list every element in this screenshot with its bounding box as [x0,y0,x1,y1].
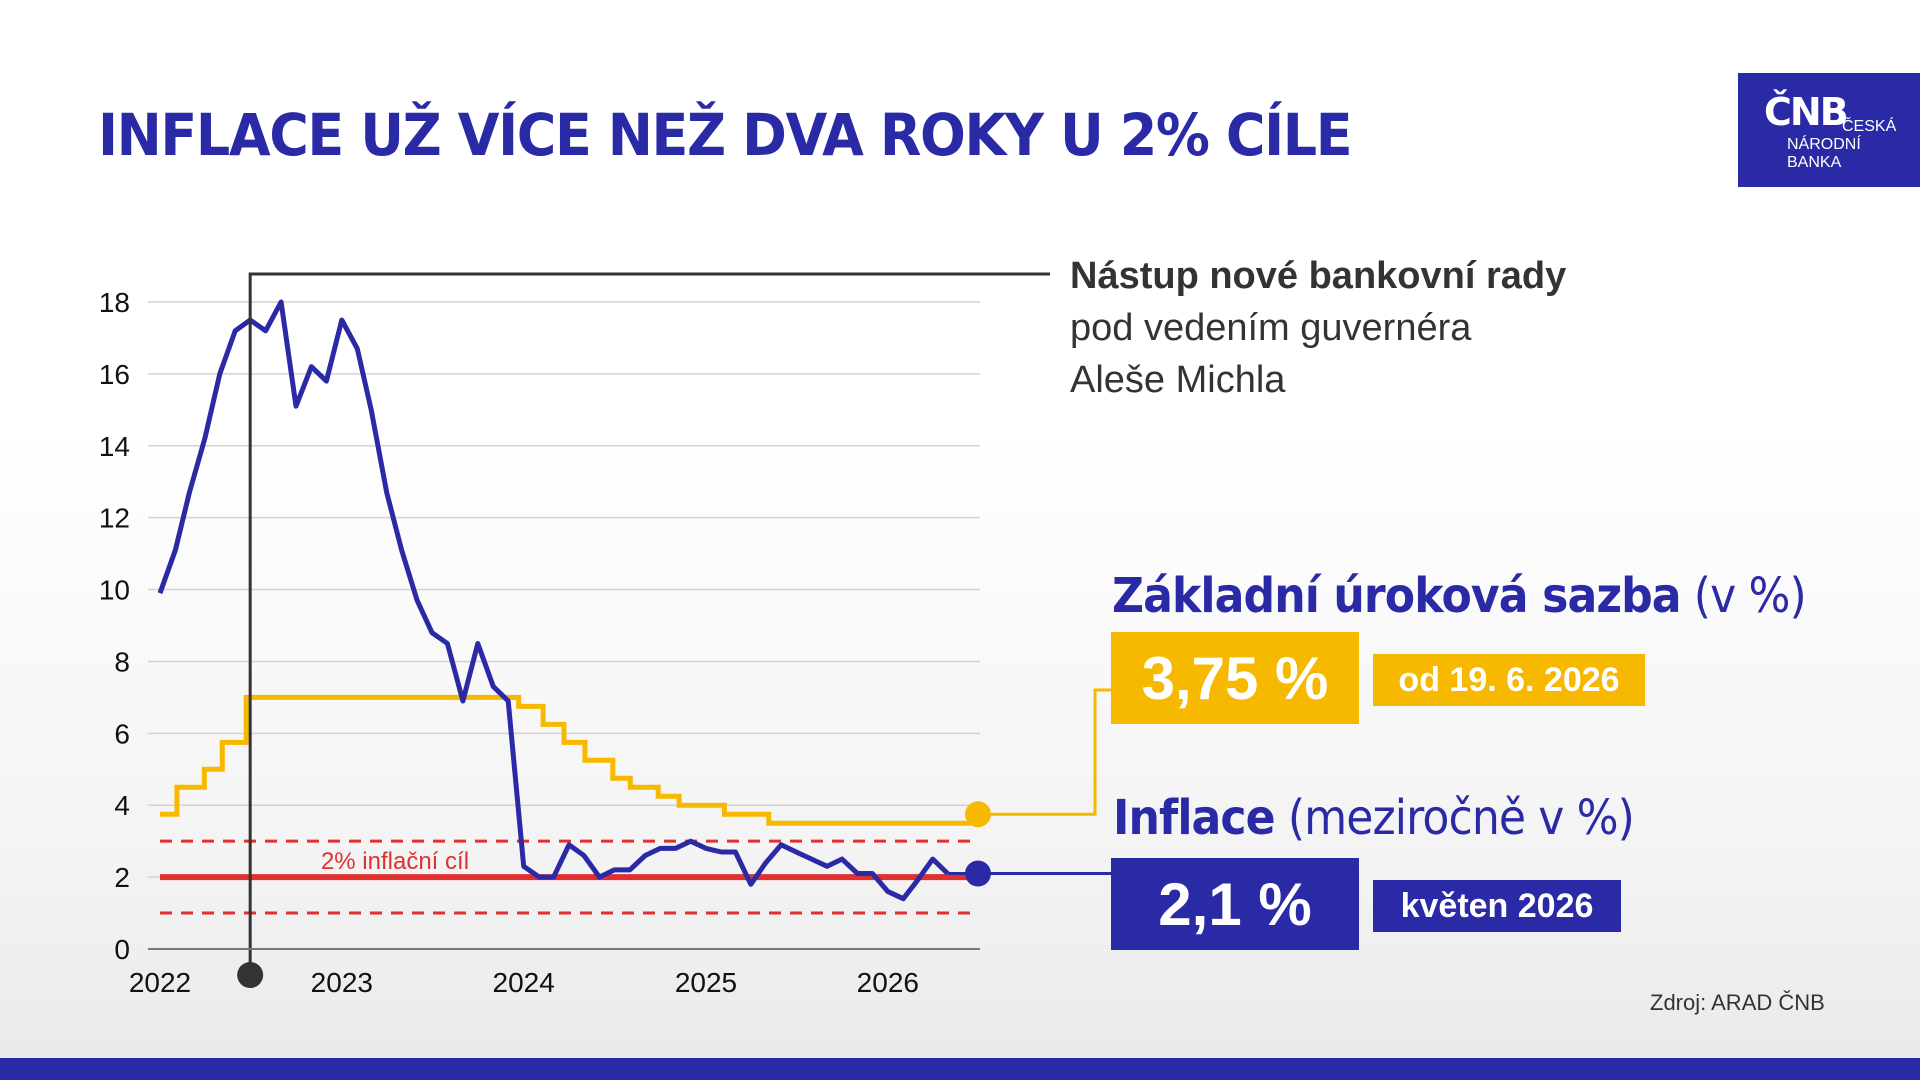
y-tick-label-16: 16 [99,359,130,390]
target-label: 2% inflační cíl [321,848,469,875]
y-tick-label-2: 2 [114,862,130,893]
y-tick-label-0: 0 [114,934,130,965]
board-annotation: Nástup nové bankovní rady pod vedením gu… [1070,250,1566,406]
rate-connector [978,688,1111,816]
cnb-logo: ČNB ČESKÁ NÁRODNÍ BANKA [1738,73,1920,187]
x-tick-label-2025: 2025 [675,967,737,998]
y-tick-label-10: 10 [99,575,130,606]
y-tick-label-14: 14 [99,431,130,462]
rate-title: Základní úroková sazba (v %) [1112,572,1807,620]
x-tick-label-2022: 2022 [129,967,191,998]
y-tick-label-18: 18 [99,287,130,318]
inflation-endpoint [965,860,991,887]
rate-line [160,694,978,826]
y-tick-label-12: 12 [99,503,130,534]
axes: 0 2 4 6 8 10 12 14 16 18 2022 2023 2024 2025 2026 [99,287,980,998]
logo-mark: ČNB [1764,90,1849,134]
inflation-target-band: 2% inflační cíl [160,839,978,915]
page-title: INFLACE UŽ VÍCE NEŽ DVA ROKY U 2% CÍLE [98,101,1353,169]
inflation-date-box: květen 2026 [1373,880,1621,932]
inflation-line [157,299,950,902]
rate-title-unit: (v %) [1693,568,1807,624]
annotation-dot [237,962,264,988]
logo-line-1: ČESKÁ [1842,118,1897,135]
annotation-line [248,272,1050,975]
rate-title-label: Základní úroková sazba [1112,568,1682,624]
inflation-title-label: Inflace [1113,790,1276,846]
y-tick-label-6: 6 [114,718,130,749]
x-tick-label-2024: 2024 [493,967,555,998]
inflation-title: Inflace (meziročně v %) [1113,794,1635,842]
annotation-bold: Nástup nové bankovní rady [1070,255,1567,297]
logo-line-2: NÁRODNÍ [1787,136,1861,153]
x-tick-label-2026: 2026 [857,967,919,998]
inflation-value-box: 2,1 % [1111,858,1359,950]
y-tick-label-4: 4 [114,790,130,821]
grid-lines [148,301,980,878]
rate-value-box: 3,75 % [1111,632,1359,724]
annotation-marker [237,272,1050,988]
rate-date-box: od 19. 6. 2026 [1373,654,1645,706]
bottom-bar [0,1058,1920,1080]
series-lines [157,299,1111,902]
annotation-line-3: Aleše Michla [1070,359,1286,401]
source-note: Zdroj: ARAD ČNB [1650,990,1825,1015]
inflation-title-unit: (meziročně v %) [1287,790,1635,846]
y-tick-label-8: 8 [114,646,130,677]
x-tick-label-2023: 2023 [311,967,373,998]
rate-endpoint [965,801,991,828]
annotation-line-2: pod vedením guvernéra [1070,307,1472,349]
logo-line-3: BANKA [1787,154,1842,171]
